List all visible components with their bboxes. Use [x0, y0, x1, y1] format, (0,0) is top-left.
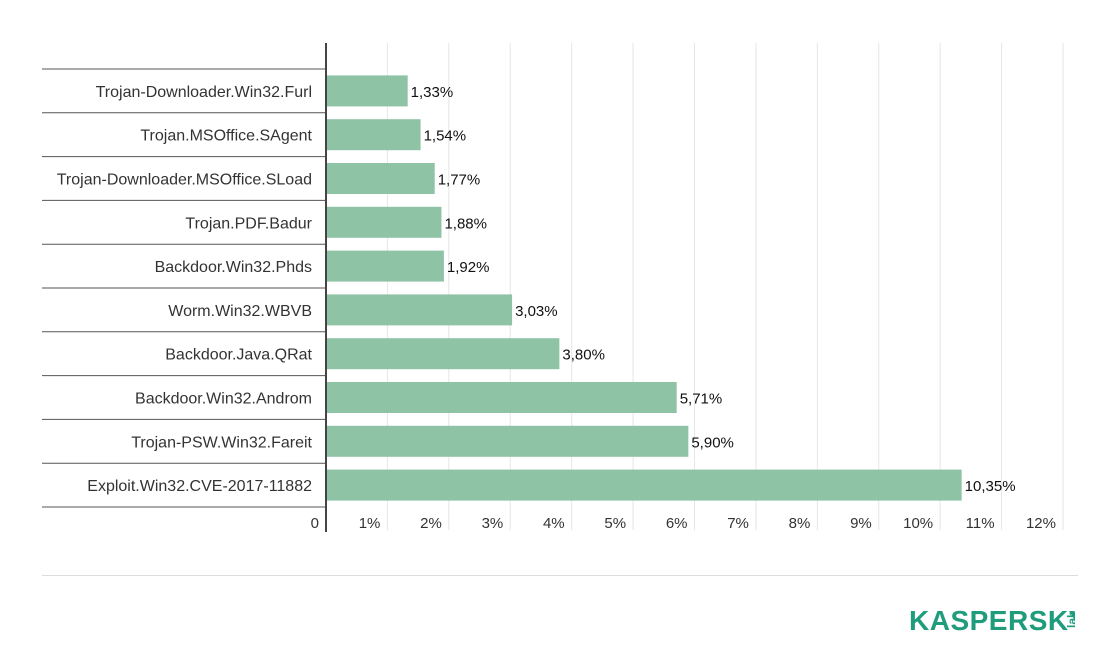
category-label: Backdoor.Java.QRat — [165, 347, 312, 364]
kaspersky-lab-logo: KASPERSKY lab — [909, 605, 1075, 636]
bar-chart: Trojan-Downloader.Win32.Furl Trojan.MSOff… — [42, 43, 1064, 532]
category-labels: Trojan-Downloader.Win32.Furl Trojan.MSOff… — [57, 84, 313, 495]
data-label: 3,03% — [515, 303, 558, 320]
data-label: 1,77% — [438, 172, 481, 189]
category-label: Backdoor.Win32.Phds — [155, 259, 312, 276]
logo-wordmark: KASPERSKY — [909, 605, 1075, 636]
data-label: 5,71% — [680, 391, 723, 408]
data-label: 1,88% — [444, 215, 487, 232]
data-label: 5,90% — [691, 434, 734, 451]
logo-sub: lab — [1065, 611, 1075, 628]
x-tick-label: 7% — [727, 515, 749, 532]
data-label: 10,35% — [965, 478, 1016, 495]
value-labels: 1,33% 1,54% 1,77% 1,88% 1,92% 3,03% 3,80% 5,71%… — [411, 84, 1016, 495]
category-dividers — [42, 68, 326, 508]
bar — [327, 119, 421, 151]
bar — [327, 338, 560, 370]
bar — [327, 163, 435, 194]
data-label: 1,92% — [447, 259, 490, 276]
category-label: Backdoor.Win32.Androm — [135, 391, 312, 408]
category-label: Trojan.MSOffice.SAgent — [140, 128, 312, 145]
bars — [327, 75, 962, 501]
x-tick-label: 4% — [543, 515, 565, 532]
x-tick-labels: 0 1% 2% 3% 4% 5% 6% 7% 8% 9% 10% 11% 12% — [311, 515, 1056, 532]
x-tick-label: 3% — [482, 515, 504, 532]
category-label: Trojan.PDF.Badur — [185, 215, 312, 232]
x-tick-label: 10% — [903, 515, 933, 532]
footer-divider — [42, 575, 1078, 576]
category-label: Trojan-Downloader.Win32.Furl — [96, 84, 312, 101]
x-tick-label: 11% — [966, 515, 995, 532]
bar — [327, 382, 677, 413]
bar — [327, 206, 442, 238]
gridlines — [386, 43, 1064, 530]
bar — [327, 294, 513, 326]
data-label: 3,80% — [562, 347, 605, 364]
x-tick-label: 0 — [311, 515, 319, 532]
x-tick-label: 1% — [359, 515, 381, 532]
x-tick-label: 8% — [789, 515, 811, 532]
x-tick-label: 12% — [1026, 515, 1056, 532]
bar — [327, 250, 444, 282]
data-label: 1,54% — [424, 128, 467, 145]
x-tick-label: 6% — [666, 515, 688, 532]
bar — [327, 75, 408, 107]
category-label: Worm.Win32.WBVB — [168, 303, 312, 320]
category-label: Trojan-Downloader.MSOffice.SLoad — [57, 172, 312, 189]
x-tick-label: 9% — [850, 515, 872, 532]
x-tick-label: 5% — [604, 515, 626, 532]
category-label: Trojan-PSW.Win32.Fareit — [131, 434, 312, 451]
x-tick-label: 2% — [420, 515, 442, 532]
bar — [327, 425, 689, 457]
category-label: Exploit.Win32.CVE-2017-11882 — [87, 478, 312, 495]
data-label: 1,33% — [411, 84, 454, 101]
bar — [327, 469, 962, 501]
